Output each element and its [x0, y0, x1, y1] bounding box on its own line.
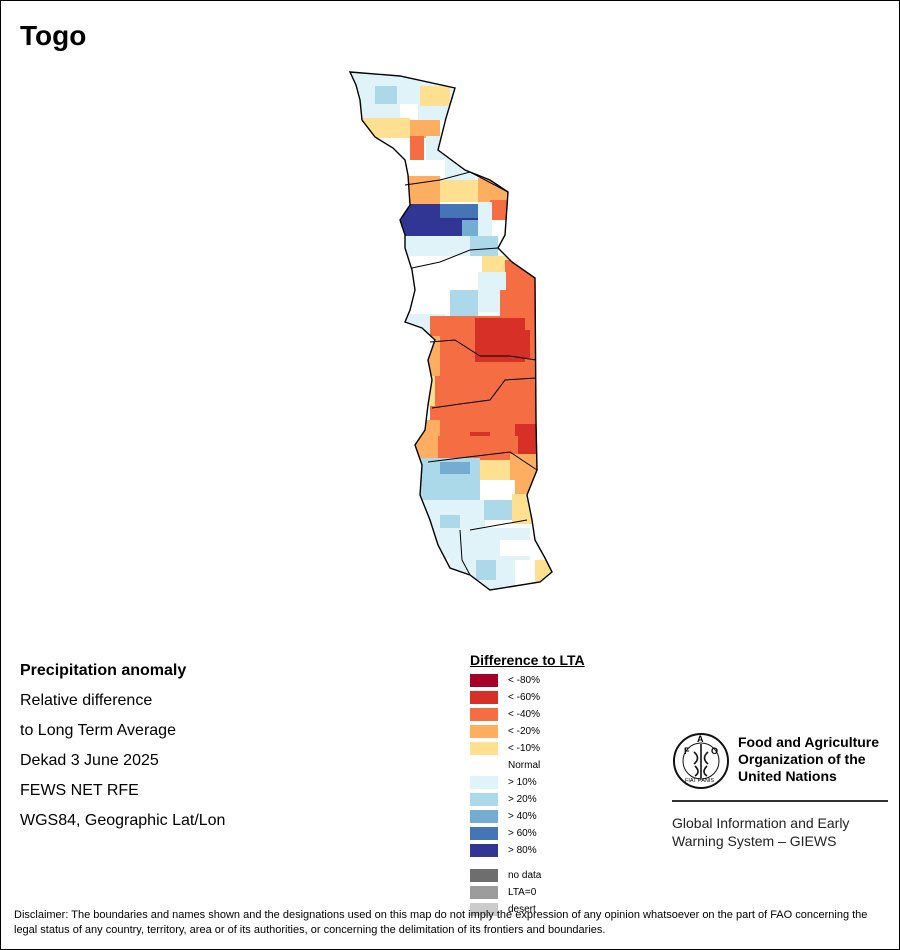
info-line: to Long Term Average [20, 722, 176, 739]
region-boundaries [404, 171, 538, 576]
legend-swatch [470, 742, 498, 755]
fao-org-line: Organization of the [738, 751, 866, 767]
legend-item: > 10% [470, 774, 585, 791]
fao-seal-icon: F A O FIAT PANIS [673, 733, 729, 789]
svg-text:FIAT PANIS: FIAT PANIS [685, 778, 714, 784]
legend-item: < -20% [470, 723, 585, 740]
fao-org-line: United Nations [738, 768, 837, 784]
legend-label: no data [508, 870, 542, 881]
giews-line: Global Information and Early [672, 815, 850, 831]
fao-org-line: Food and Agriculture [738, 734, 880, 750]
legend-swatch [470, 759, 498, 772]
fao-org-name: Food and Agriculture Organization of the… [738, 734, 898, 785]
divider [672, 800, 888, 802]
anomaly-map [349, 71, 553, 591]
legend-swatch [470, 776, 498, 789]
legend-label: < -20% [508, 726, 540, 737]
legend-swatch [470, 869, 498, 882]
legend-label: > 40% [508, 811, 537, 822]
legend-item: LTA=0 [470, 884, 585, 901]
legend-label: > 20% [508, 794, 537, 805]
legend-item: < -40% [470, 706, 585, 723]
legend-title: Difference to LTA [470, 652, 585, 668]
legend-item: > 80% [470, 842, 585, 859]
legend: Difference to LTA < -80% < -60% < -40% < -2… [470, 652, 585, 918]
legend-item: < -10% [470, 740, 585, 757]
disclaimer: Disclaimer: The boundaries and names sho… [14, 909, 868, 936]
legend-swatch [470, 691, 498, 704]
map-title: Togo [20, 20, 87, 51]
legend-label: > 60% [508, 828, 537, 839]
info-line: Dekad 3 June 2025 [20, 752, 159, 769]
legend-label: < -60% [508, 692, 540, 703]
legend-swatch [470, 844, 498, 857]
svg-text:F: F [684, 746, 690, 756]
legend-item: > 20% [470, 791, 585, 808]
legend-swatch [470, 708, 498, 721]
legend-item: < -80% [470, 672, 585, 689]
legend-item: no data [470, 867, 585, 884]
legend-swatch [470, 886, 498, 899]
legend-item: < -60% [470, 689, 585, 706]
legend-swatch [470, 810, 498, 823]
legend-label: Normal [508, 760, 541, 771]
svg-text:O: O [711, 746, 718, 756]
anomaly-grid [350, 72, 552, 590]
legend-item: desert [470, 901, 585, 918]
info-line: FEWS NET RFE [20, 782, 139, 799]
legend-item: > 40% [470, 808, 585, 825]
legend-label: < -10% [508, 743, 540, 754]
info-line: WGS84, Geographic Lat/Lon [20, 812, 226, 829]
giews-name: Global Information and Early Warning Sys… [672, 814, 888, 850]
legend-label: desert [508, 904, 536, 915]
giews-line: Warning System – GIEWS [672, 833, 837, 849]
legend-swatch [470, 827, 498, 840]
info-heading: Precipitation anomaly [20, 662, 187, 679]
legend-label: < -40% [508, 709, 540, 720]
legend-label: LTA=0 [508, 887, 537, 898]
map-info: Precipitation anomaly Relative differenc… [20, 656, 225, 836]
svg-text:A: A [697, 734, 704, 744]
legend-swatch [470, 674, 498, 687]
fao-logo-block: F A O FIAT PANIS Food and Agriculture Or… [672, 732, 890, 849]
legend-item: Normal [470, 757, 585, 774]
legend-label: < -80% [508, 675, 540, 686]
legend-label: > 10% [508, 777, 537, 788]
legend-item: > 60% [470, 825, 585, 842]
info-line: Relative difference [20, 692, 153, 709]
legend-swatch [470, 903, 498, 916]
legend-swatch [470, 725, 498, 738]
legend-label: > 80% [508, 845, 537, 856]
legend-swatch [470, 793, 498, 806]
